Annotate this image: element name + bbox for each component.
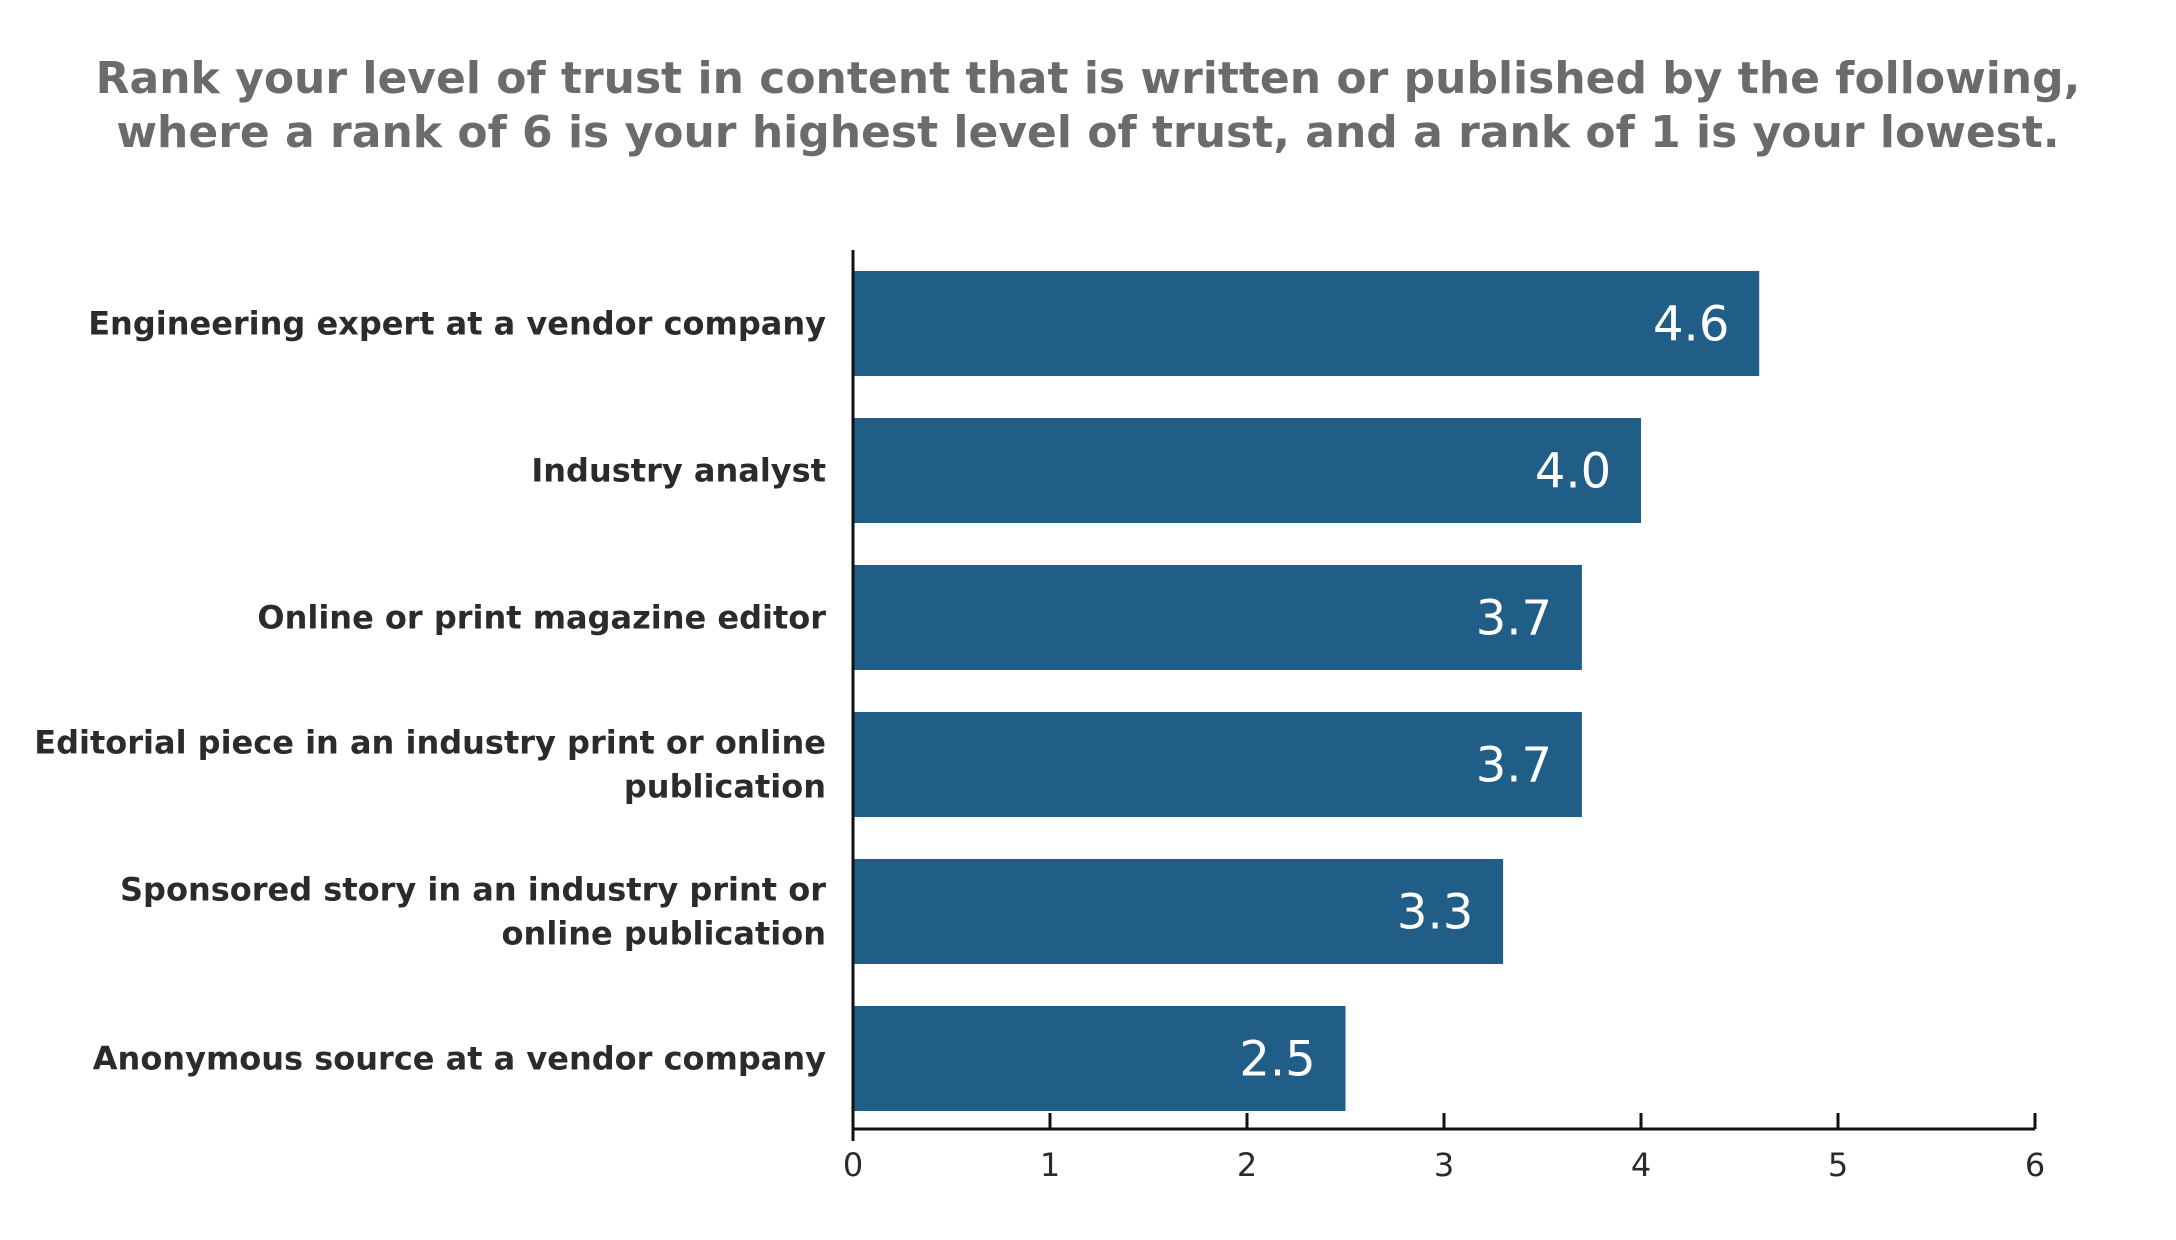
x-tick-label-5: 5 bbox=[1828, 1146, 1848, 1184]
value-label-3: 3.7 bbox=[1476, 591, 1552, 647]
chart-title-line-2: where a rank of 6 is your highest level … bbox=[116, 107, 2060, 158]
category-label-6: Anonymous source at a vendor company bbox=[93, 1040, 826, 1078]
bar-4 bbox=[853, 712, 1582, 817]
category-label-5: Sponsored story in an industry print or o… bbox=[120, 871, 826, 953]
value-label-2: 4.0 bbox=[1535, 444, 1611, 500]
category-label-3: Online or print magazine editor bbox=[257, 599, 826, 637]
value-label-4: 3.7 bbox=[1476, 738, 1552, 794]
bar-1 bbox=[853, 271, 1760, 376]
category-label-1: Engineering expert at a vendor company bbox=[88, 305, 826, 343]
bar-6 bbox=[853, 1006, 1346, 1111]
x-tick-label-3: 3 bbox=[1434, 1146, 1454, 1184]
x-tick-label-4: 4 bbox=[1631, 1146, 1651, 1184]
chart-title: Rank your level of trust in content that… bbox=[0, 52, 2176, 160]
x-tick-label-2: 2 bbox=[1237, 1146, 1257, 1184]
category-label-2: Industry analyst bbox=[531, 452, 826, 490]
bar-3 bbox=[853, 565, 1582, 670]
x-tick-label-6: 6 bbox=[2025, 1146, 2045, 1184]
bar-2 bbox=[853, 418, 1641, 523]
x-tick-label-1: 1 bbox=[1040, 1146, 1060, 1184]
value-label-1: 4.6 bbox=[1653, 297, 1729, 353]
bar-5 bbox=[853, 859, 1504, 964]
category-label-4: Editorial piece in an industry print or … bbox=[34, 724, 826, 806]
value-label-6: 2.5 bbox=[1239, 1032, 1315, 1088]
value-label-5: 3.3 bbox=[1397, 885, 1473, 941]
chart-title-line-1: Rank your level of trust in content that… bbox=[95, 53, 2081, 104]
x-tick-label-0: 0 bbox=[843, 1146, 863, 1184]
